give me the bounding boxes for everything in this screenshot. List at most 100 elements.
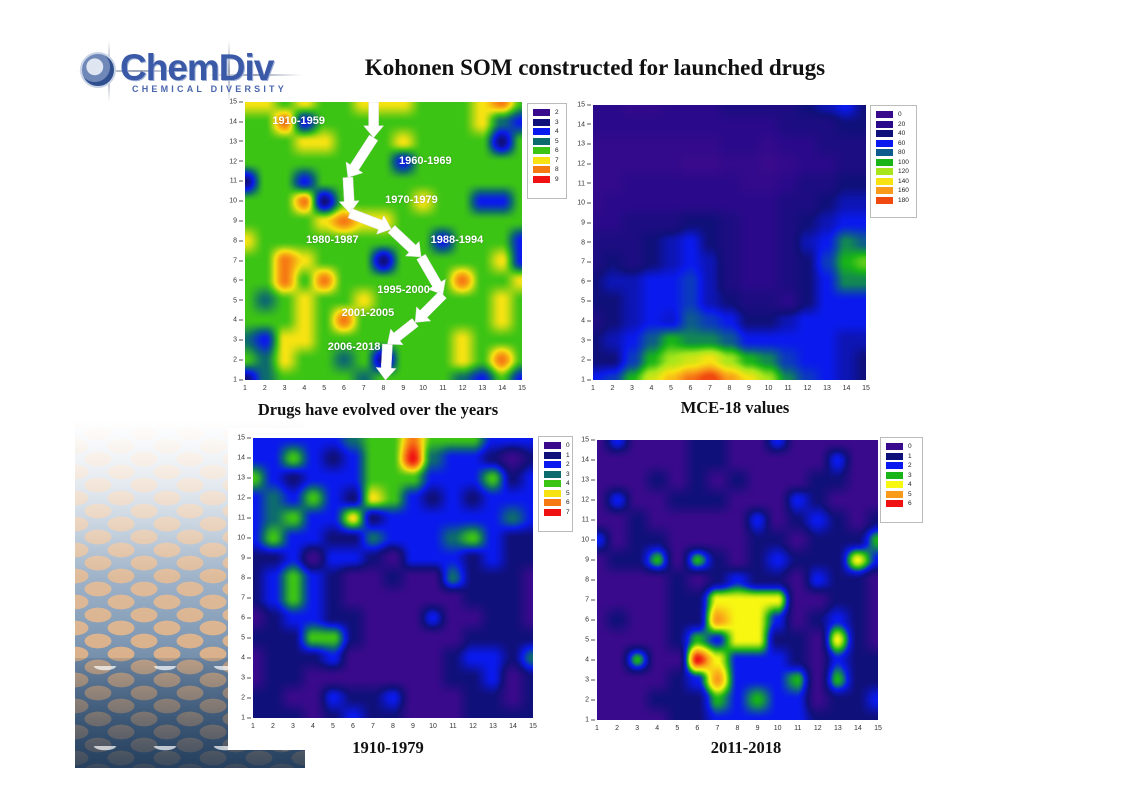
legend-item: 5 [533, 137, 566, 147]
y-tick-label: 12 [229, 158, 243, 165]
arrow-icon [387, 225, 422, 258]
x-tick-label: 6 [688, 385, 693, 392]
x-tick-label: 3 [635, 725, 640, 732]
x-tick-label: 14 [509, 723, 517, 730]
x-tick-label: 13 [478, 385, 487, 392]
legend-swatch [533, 166, 550, 174]
legend-item: 1 [544, 451, 572, 461]
legend-swatch [876, 111, 893, 119]
caption-1910-1979: 1910-1979 [352, 738, 424, 757]
x-tick-label: 13 [823, 385, 831, 392]
x-tick-label: 10 [764, 385, 773, 392]
x-tick-label: 10 [429, 723, 437, 730]
y-tick-label: 15 [229, 99, 243, 106]
legend-label: 3 [555, 118, 559, 126]
y-tick-label: 8 [241, 575, 251, 582]
x-tick-label: 5 [322, 385, 327, 392]
x-tick-label: 5 [669, 385, 673, 392]
legend-label: 4 [566, 480, 570, 488]
legend-label: 0 [908, 443, 912, 451]
x-tick-label: 8 [381, 385, 386, 392]
legend-item: 6 [544, 498, 572, 508]
legend-label: 5 [566, 489, 570, 497]
legend-item: 3 [533, 118, 566, 128]
legend-label: 3 [566, 470, 570, 478]
x-tick-label: 7 [361, 385, 366, 392]
legend-swatch [886, 462, 903, 470]
arrow-icon [414, 290, 447, 323]
legend-item: 80 [876, 148, 916, 158]
x-tick-label: 1 [591, 385, 595, 392]
heatmap-mce18: 1 2 3 4 5 6 7 8 9 10 11 12 13 14 15 1 2 3 4 5 6 7 8 9 10 11 12 13 14… [577, 102, 870, 393]
legend-item: 140 [876, 177, 916, 187]
arrow-icon [338, 176, 360, 214]
legend-item: 4 [886, 480, 922, 490]
legend-item: 3 [886, 471, 922, 481]
y-tick-label: 6 [241, 615, 251, 622]
legend-item: 6 [886, 499, 922, 509]
legend-label: 7 [566, 508, 570, 516]
x-tick-label: 1 [243, 385, 247, 392]
legend-swatch [886, 490, 903, 498]
y-axis: 1 2 3 4 5 6 7 8 9 10 11 12 13 14 15 [573, 437, 595, 724]
x-tick-label: 11 [449, 723, 457, 730]
evolution-arrows [338, 102, 447, 380]
y-tick-label: 7 [581, 259, 591, 266]
y-tick-label: 11 [238, 515, 251, 522]
x-tick-label: 9 [401, 385, 406, 392]
y-tick-label: 9 [585, 557, 595, 564]
legend-label: 0 [898, 111, 902, 119]
legend-swatch [533, 147, 550, 155]
legend-swatch [876, 130, 893, 138]
legend-swatch [876, 196, 893, 204]
x-tick-label: 4 [655, 725, 660, 732]
legend-label: 20 [898, 120, 906, 128]
y-tick-label: 1 [581, 377, 591, 384]
y-tick-label: 5 [241, 635, 251, 642]
era-label: 1988-1994 [430, 234, 484, 246]
y-tick-label: 2 [233, 357, 243, 364]
y-tick-label: 11 [230, 178, 243, 185]
legend-item: 4 [544, 479, 572, 489]
x-tick-label: 8 [727, 385, 732, 392]
legend-swatch [886, 443, 903, 451]
legend-item: 3 [544, 470, 572, 480]
y-tick-label: 6 [581, 278, 591, 285]
x-tick-label: 4 [649, 385, 654, 392]
x-tick-label: 12 [813, 725, 822, 732]
legend-swatch [533, 156, 550, 164]
y-tick-label: 8 [581, 239, 591, 246]
x-tick-label: 13 [833, 725, 842, 732]
era-label: 1910-1959 [272, 114, 325, 127]
legend-item: 4 [533, 127, 566, 137]
logo-mark-icon [80, 52, 116, 88]
legend-swatch [544, 442, 561, 450]
x-tick-label: 10 [773, 725, 782, 732]
y-tick-label: 14 [581, 457, 595, 464]
caption-evolution: Drugs have evolved over the years [257, 400, 499, 419]
legend-item: 0 [544, 441, 572, 451]
x-tick-label: 8 [391, 723, 395, 730]
legend-swatch [544, 489, 561, 497]
legend-label: 180 [898, 196, 909, 204]
legend-label: 1 [908, 452, 912, 460]
x-tick-label: 14 [842, 385, 851, 392]
x-tick-label: 2 [615, 725, 620, 732]
y-tick-label: 7 [585, 597, 595, 604]
legend-item: 20 [876, 120, 916, 130]
legend-item: 7 [544, 508, 572, 518]
legend-label: 160 [898, 187, 909, 195]
legend-swatch [544, 451, 561, 459]
legend-swatch [886, 452, 903, 460]
y-tick-label: 13 [229, 138, 243, 145]
y-tick-label: 13 [577, 141, 591, 148]
legend-label: 3 [908, 471, 912, 479]
legend-swatch [876, 177, 893, 185]
y-tick-label: 4 [233, 317, 243, 324]
y-tick-label: 2 [241, 695, 251, 702]
x-tick-label: 12 [469, 723, 477, 730]
y-tick-label: 6 [585, 617, 595, 624]
legend-swatch [876, 120, 893, 128]
legend-swatch [886, 481, 903, 489]
